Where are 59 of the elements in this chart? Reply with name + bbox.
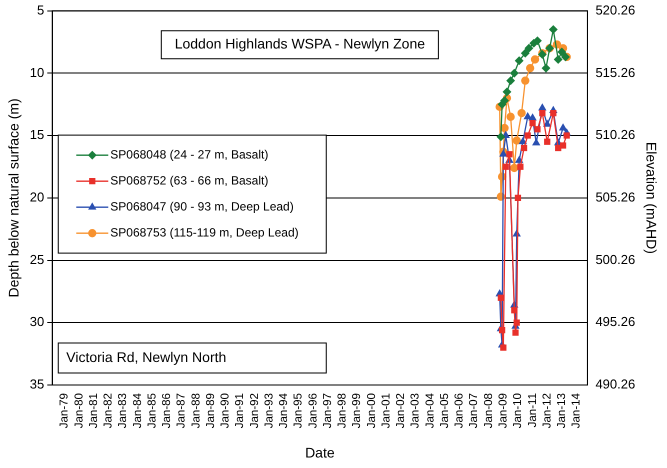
x-tick-label: Jan-08 [482,393,495,428]
x-tick-label: Jan-84 [132,392,144,428]
x-tick-label: Jan-05 [438,393,451,428]
x-tick-label: Jan-87 [176,393,188,428]
x-tick-label: Jan-09 [497,393,510,428]
x-tick-label: Jan-03 [410,393,422,428]
x-tick-label: Jan-11 [526,393,539,428]
legend-label: SP068048 (24 - 27 m, Basalt) [110,147,268,162]
y2-tick-label: 520.26 [595,2,636,18]
x-tick-label: Jan-97 [322,393,334,428]
legend-label: SP068753 (115-119 m, Deep Lead) [110,225,299,240]
y2-tick-label: 510.26 [595,127,636,142]
x-tick-label: Jan-10 [512,393,524,428]
x-tick-label: Jan-04 [424,392,436,428]
x-tick-label: Jan-85 [146,393,158,428]
legend-label: SP068047 (90 - 93 m, Deep Lead) [110,199,294,214]
legend-label: SP068752 (63 - 66 m, Basalt) [110,173,268,188]
x-tick-label: Jan-91 [234,393,246,428]
x-tick-label: Jan-81 [88,393,100,428]
x-tick-label: Jan-00 [366,393,378,428]
y2-tick-label: 515.26 [595,64,636,80]
x-tick-label: Jan-88 [190,393,202,428]
x-tick-label: Jan-92 [248,393,261,428]
y2-tick-label: 495.26 [595,314,636,330]
x-tick-label: Jan-98 [336,393,349,428]
x-tick-label: Jan-99 [351,393,364,428]
y2-tick-label: 500.26 [595,252,636,267]
x-tick-label: Jan-06 [454,393,466,428]
x-tick-label: Jan-01 [380,393,392,428]
y-tick-label: 25 [30,252,44,267]
x-tick-label: Jan-82 [102,393,115,428]
x-tick-label: Jan-14 [570,392,583,428]
y2-tick-label: 505.26 [595,189,636,204]
x-tick-label: Jan-12 [541,393,554,428]
y-tick-label: 15 [30,127,44,142]
y-tick-label: 30 [30,314,44,330]
x-axis-title: Date [305,444,335,460]
x-tick-label: Jan-83 [117,393,130,428]
annotation: Victoria Rd, Newlyn North [66,348,226,365]
y2-axis-title: Elevation (mAHD) [644,142,660,254]
y-axis-title: Depth below natural surface (m) [5,98,22,298]
x-tick-label: Jan-90 [220,393,232,428]
x-tick-label: Jan-80 [73,393,86,428]
x-tick-label: Jan-07 [468,393,480,428]
text: Loddon Highlands WSPA - Newlyn Zone [174,36,426,52]
y-tick-label: 20 [30,189,44,204]
y-tick-label: 35 [30,376,44,392]
x-tick-label: Jan-86 [161,393,174,428]
x-tick-label: Jan-96 [307,393,320,428]
x-tick-label: Jan-94 [278,392,290,428]
x-tick-label: Jan-89 [204,393,217,428]
x-tick-label: Jan-13 [556,393,568,428]
x-tick-label: Jan-02 [395,393,408,428]
y2-tick-label: 490.26 [595,376,636,392]
x-tick-label: Jan-95 [292,393,305,428]
y-tick-label: 5 [37,2,44,18]
x-tick-label: Jan-79 [58,393,71,428]
y-tick-label: 10 [30,64,44,80]
x-tick-label: Jan-93 [263,393,276,428]
